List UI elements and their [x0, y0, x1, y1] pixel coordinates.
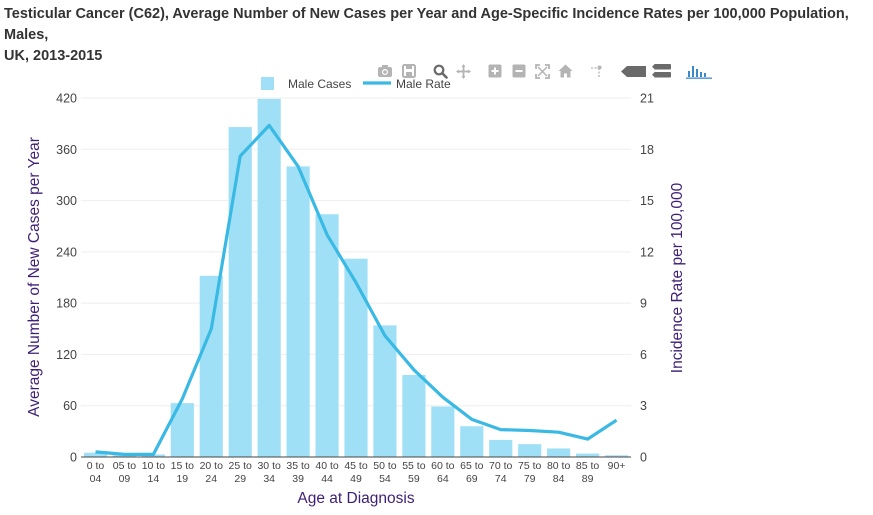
x-tick-label: 15 to 19	[171, 460, 195, 485]
bar-male-cases	[286, 166, 310, 457]
bar-male-cases	[170, 403, 194, 457]
save-button[interactable]	[400, 62, 418, 80]
bar-male-cases	[576, 453, 600, 457]
zoom-out-button[interactable]	[510, 62, 528, 80]
zoom-icon	[433, 64, 448, 79]
y2-tick-label: 15	[640, 194, 654, 208]
legend-label-male-rate: Male Rate	[396, 77, 451, 91]
bar-male-cases	[83, 452, 108, 457]
y-axis-title-left: Average Number of New Cases per Year	[26, 137, 43, 417]
plotly-logo-icon	[685, 63, 712, 79]
legend-swatch-male-cases	[261, 77, 274, 90]
hover-compare-icon	[652, 63, 672, 79]
x-tick-label: 60 to 64	[431, 460, 455, 485]
y-tick-label: 180	[56, 297, 77, 311]
camera-button[interactable]	[376, 62, 394, 80]
save-icon	[401, 64, 416, 78]
x-axis-title: Age at Diagnosis	[297, 490, 414, 507]
x-tick-label: 80 to 84	[547, 460, 571, 485]
bar-male-cases	[315, 214, 339, 457]
zoom-button[interactable]	[431, 62, 449, 80]
hover-closest-button[interactable]	[620, 62, 648, 80]
x-tick-label: 90+	[608, 460, 626, 472]
home-icon	[558, 64, 573, 78]
x-tick-label: 75 to 79	[518, 460, 542, 485]
x-tick-label: 40 to 44	[315, 460, 339, 485]
line-male-rate	[95, 123, 618, 456]
y2-tick-label: 21	[640, 92, 654, 106]
bar-male-cases	[604, 455, 629, 457]
hover-closest-icon	[620, 65, 647, 78]
bar-male-cases	[199, 275, 223, 457]
y-tick-label: 360	[56, 143, 77, 157]
y-tick-label: 420	[56, 92, 77, 106]
x-tick-label: 25 to 29	[229, 460, 253, 485]
x-tick-label: 0 to 04	[87, 460, 105, 485]
modebar	[376, 61, 718, 81]
chart-title: Testicular Cancer (C62), Average Number …	[4, 4, 870, 67]
autoscale-button[interactable]	[533, 62, 551, 80]
camera-icon	[377, 64, 393, 78]
home-button[interactable]	[557, 62, 575, 80]
x-tick-label: 30 to 34	[257, 460, 281, 485]
y2-tick-label: 9	[640, 297, 647, 311]
chart-title-line-2: UK, 2013-2015	[4, 48, 103, 64]
x-tick-label: 85 to 89	[576, 460, 600, 485]
zoom-in-icon	[488, 64, 502, 78]
x-tick-label: 70 to 74	[489, 460, 513, 485]
x-tick-label: 20 to 24	[200, 460, 224, 485]
y2-tick-label: 3	[640, 399, 647, 413]
autoscale-icon	[534, 63, 550, 79]
bar-male-cases	[460, 426, 484, 457]
spike-lines-icon	[590, 64, 604, 78]
bar-male-cases	[489, 439, 513, 457]
x-tick-label: 10 to 14	[142, 460, 166, 485]
y2-tick-label: 0	[640, 451, 647, 465]
y2-tick-label: 18	[640, 143, 654, 157]
bar-male-cases	[547, 448, 571, 457]
x-tick-label: 65 to 69	[460, 460, 484, 485]
x-tick-label: 35 to 39	[286, 460, 310, 485]
bar-male-cases	[373, 325, 397, 457]
x-tick-label: 45 to 49	[344, 460, 368, 485]
chart-title-line-1: Testicular Cancer (C62), Average Number …	[4, 6, 849, 43]
bar-male-cases	[112, 455, 136, 457]
pan-button[interactable]	[455, 62, 473, 80]
zoom-out-icon	[512, 64, 526, 78]
y-axis-title-right: Incidence Rate per 100,000	[669, 182, 686, 373]
x-tick-label: 50 to 54	[373, 460, 397, 485]
hover-compare-button[interactable]	[652, 62, 672, 80]
x-tick-label: 55 to 59	[402, 460, 426, 485]
bar-male-cases	[228, 127, 252, 458]
bar-male-cases	[402, 374, 426, 457]
y-tick-label: 60	[63, 399, 77, 413]
bar-male-cases	[518, 444, 542, 457]
x-tick-label: 05 to 09	[113, 460, 137, 485]
bar-male-cases	[431, 406, 455, 457]
pan-icon	[456, 63, 471, 79]
legend-label-male-cases: Male Cases	[288, 77, 351, 91]
bar-male-cases	[344, 258, 368, 457]
y-tick-label: 240	[56, 245, 77, 259]
y2-tick-label: 12	[640, 245, 654, 259]
spike-lines-button[interactable]	[588, 62, 606, 80]
plotly-logo-button[interactable]	[685, 62, 713, 80]
y2-tick-label: 6	[640, 348, 647, 362]
y-tick-label: 120	[56, 348, 77, 362]
y-tick-label: 0	[70, 451, 77, 465]
bar-male-cases	[257, 98, 281, 457]
y-tick-label: 300	[56, 194, 77, 208]
zoom-in-button[interactable]	[486, 62, 504, 80]
